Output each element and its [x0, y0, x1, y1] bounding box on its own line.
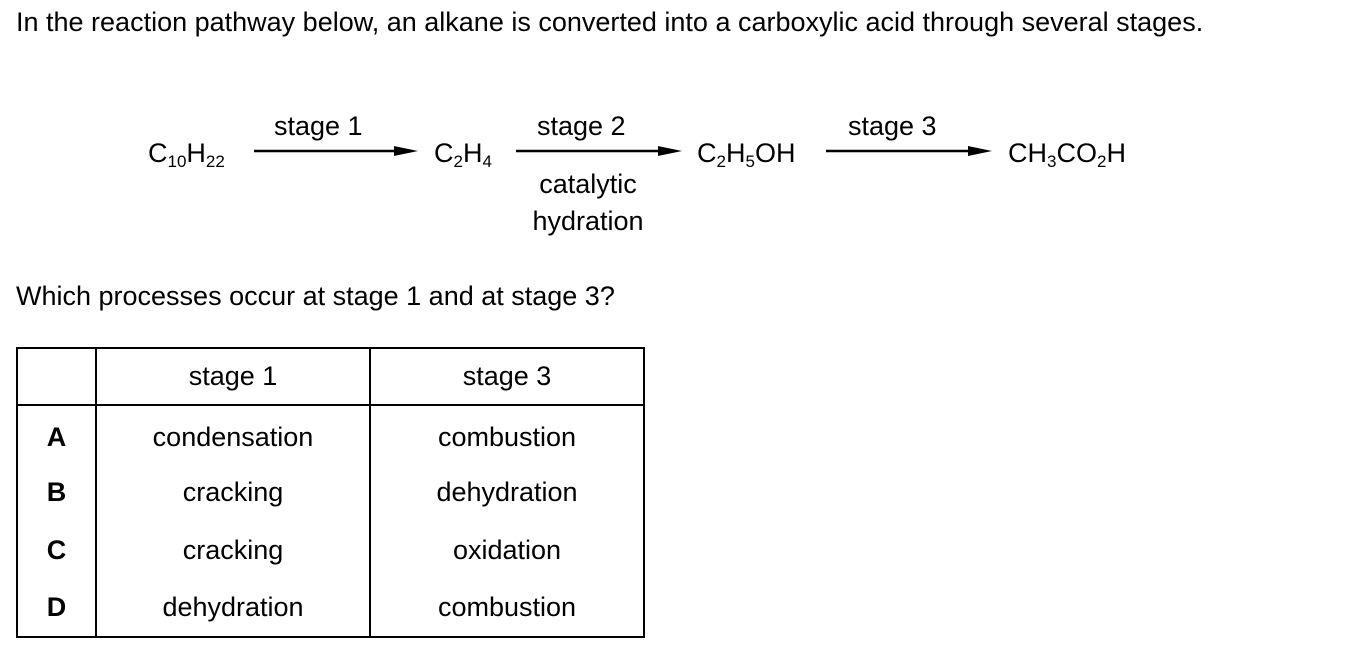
stage-2-label: stage 2 [537, 111, 626, 141]
option-stage1: cracking [95, 463, 371, 521]
table-header-row: stage 1 stage 3 [16, 348, 645, 406]
option-stage3: combustion [369, 579, 645, 637]
stage-1-label: stage 1 [274, 111, 363, 141]
answer-options-table: stage 1 stage 3 A condensation combustio… [16, 347, 645, 638]
species-ethanol: C2H5OH [697, 138, 796, 171]
species-ethene: C2H4 [434, 138, 492, 171]
option-letter: D [16, 579, 97, 637]
stage-2-arrow [516, 146, 682, 156]
option-letter: C [16, 521, 97, 579]
stage-1-arrow [254, 146, 418, 156]
question-intro-text: In the reaction pathway below, an alkane… [16, 7, 1204, 37]
question-text: Which processes occur at stage 1 and at … [16, 281, 615, 311]
option-stage1: dehydration [95, 579, 371, 637]
option-stage3: dehydration [369, 463, 645, 521]
option-row-d[interactable]: D dehydration combustion [16, 579, 645, 637]
table-header-blank [16, 348, 97, 406]
option-row-c[interactable]: C cracking oxidation [16, 521, 645, 579]
option-letter: A [16, 405, 97, 463]
option-stage3: oxidation [369, 521, 645, 579]
stage-3-label: stage 3 [848, 111, 937, 141]
option-stage3: combustion [369, 405, 645, 463]
stage-2-condition-line2: hydration [532, 206, 644, 236]
table-header-stage3: stage 3 [369, 348, 645, 406]
option-stage1: cracking [95, 521, 371, 579]
stage-3-arrow [826, 146, 992, 156]
stage-2-condition-line1: catalytic [539, 169, 637, 199]
option-stage1: condensation [95, 405, 371, 463]
table-header-stage1: stage 1 [95, 348, 371, 406]
species-ethanoic-acid: CH3CO2H [1008, 138, 1126, 171]
option-letter: B [16, 463, 97, 521]
option-row-b[interactable]: B cracking dehydration [16, 463, 645, 521]
species-decane: C10H22 [148, 138, 225, 171]
option-row-a[interactable]: A condensation combustion [16, 405, 645, 463]
